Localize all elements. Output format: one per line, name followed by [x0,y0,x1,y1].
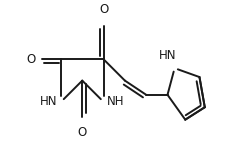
Text: HN: HN [40,95,57,108]
Text: O: O [78,126,87,139]
Text: O: O [26,53,35,66]
Text: NH: NH [107,95,125,108]
Text: HN: HN [159,49,176,62]
Text: O: O [99,3,108,16]
